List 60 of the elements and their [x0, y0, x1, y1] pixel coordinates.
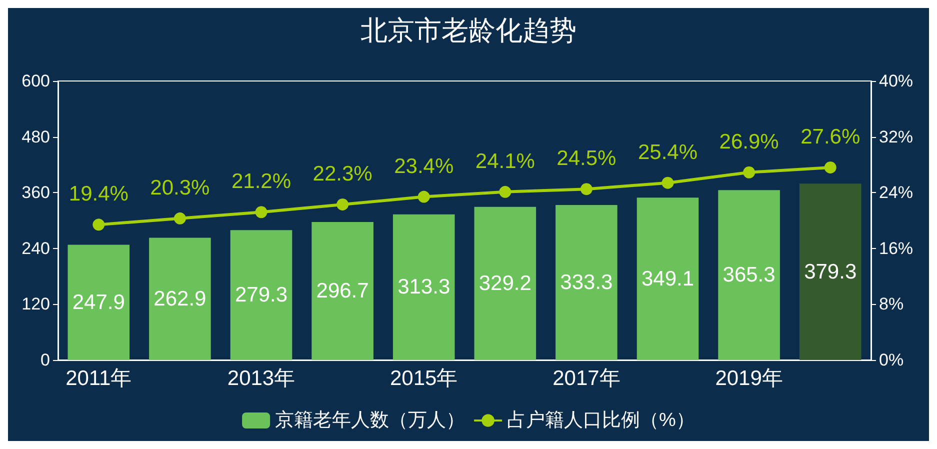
- data-label: 349.1: [641, 267, 694, 290]
- point: [499, 186, 512, 198]
- x-tick-label: 2019年: [715, 367, 783, 390]
- data-label: 279.3: [234, 284, 288, 307]
- point: [662, 176, 674, 189]
- bar: [149, 238, 211, 360]
- legend-label: 占户籍人口比例（%）: [507, 409, 695, 431]
- data-label: 262.9: [154, 287, 206, 310]
- bar: [312, 222, 374, 360]
- y2-tick-label: 24%: [879, 183, 914, 202]
- x-tick-label: 2017年: [552, 367, 620, 390]
- data-label: 296.7: [316, 280, 369, 303]
- y-tick-label: 480: [22, 127, 50, 146]
- point: [743, 166, 756, 178]
- data-label: 25.4%: [638, 140, 698, 164]
- data-label: 333.3: [560, 271, 613, 294]
- point: [418, 190, 430, 203]
- data-label: 24.5%: [556, 147, 616, 170]
- y2-tick-label: 16%: [879, 238, 914, 258]
- y-tick-label: 240: [22, 238, 50, 258]
- data-label: 379.3: [804, 260, 857, 284]
- point: [824, 161, 836, 174]
- y-tick-label: 360: [22, 183, 50, 202]
- bar: [474, 206, 536, 360]
- data-label: 24.1%: [475, 150, 535, 173]
- data-label: 313.3: [398, 276, 450, 299]
- point: [92, 218, 105, 231]
- y2-tick-label: 0%: [879, 350, 904, 370]
- y-tick-label: 0: [40, 350, 50, 370]
- x-tick-label: 2015年: [390, 367, 458, 390]
- data-label: 27.6%: [800, 125, 860, 148]
- y-tick-label: 600: [22, 72, 50, 90]
- data-label: 21.2%: [231, 170, 292, 194]
- point: [336, 198, 349, 210]
- bar: [230, 230, 292, 360]
- bar: [392, 214, 455, 360]
- data-label: 20.3%: [150, 176, 210, 200]
- y2-tick-label: 8%: [879, 294, 904, 314]
- data-label: 19.4%: [68, 182, 128, 206]
- data-label: 329.2: [478, 272, 532, 295]
- point: [255, 206, 268, 218]
- bar: [556, 205, 618, 360]
- legend-label: 京籍老年人数（万人）: [275, 409, 466, 431]
- y-tick-label: 120: [22, 294, 50, 314]
- data-label: 26.9%: [719, 130, 779, 154]
- y2-tick-label: 32%: [879, 127, 914, 146]
- data-label: 247.9: [72, 290, 125, 314]
- point: [174, 212, 186, 224]
- chart-title: 北京市老龄化趋势: [360, 16, 576, 46]
- data-label: 22.3%: [312, 162, 372, 186]
- data-label: 23.4%: [394, 154, 454, 178]
- data-label: 365.3: [722, 264, 776, 287]
- point: [580, 183, 592, 196]
- y2-tick-label: 40%: [879, 72, 914, 90]
- bar: [68, 244, 130, 360]
- bar: [718, 190, 780, 360]
- x-tick-label: 2013年: [227, 367, 296, 390]
- bar: [636, 198, 699, 360]
- bar: [799, 184, 862, 360]
- x-tick-label: 2011年: [66, 367, 132, 390]
